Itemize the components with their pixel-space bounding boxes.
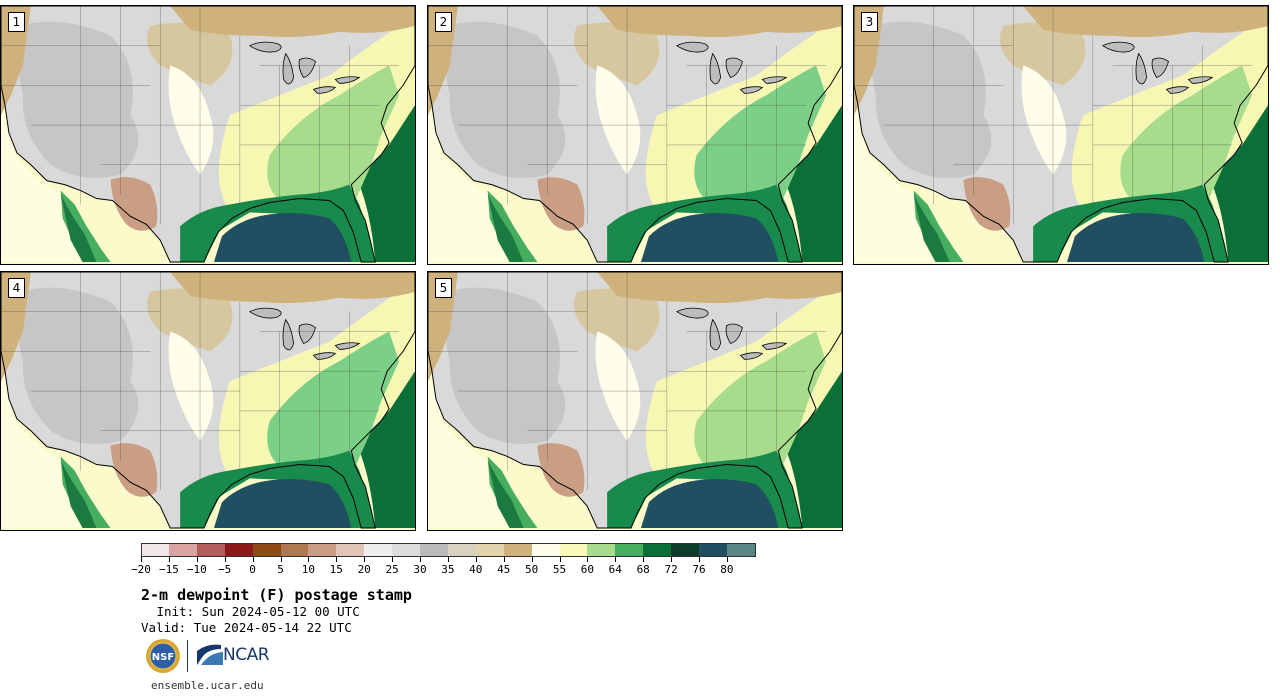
colorbar-tick-label: 35 xyxy=(441,563,455,576)
colorbar-tick xyxy=(364,557,366,562)
colorbar-swatch xyxy=(280,543,309,557)
colorbar-swatch xyxy=(336,543,365,557)
colorbar-tick-label: 76 xyxy=(692,563,706,576)
colorbar-tick-label: 15 xyxy=(329,563,343,576)
colorbar-tick xyxy=(141,557,142,562)
colorbar-tick xyxy=(699,557,700,562)
colorbar-tick xyxy=(196,557,198,562)
colorbar-swatch xyxy=(475,543,505,557)
colorbar-tick-label: 10 xyxy=(301,563,316,576)
member-panel-4: 4 xyxy=(0,271,416,531)
colorbar-tick-label: 45 xyxy=(497,563,511,576)
member-panel-3: 3 xyxy=(853,5,1269,265)
colorbar-tick xyxy=(559,557,561,562)
colorbar-tick xyxy=(224,557,226,562)
logo-divider xyxy=(187,640,188,672)
colorbar-tick xyxy=(643,557,645,562)
colorbar-swatch xyxy=(252,543,281,557)
dewpoint-map-1 xyxy=(1,6,415,264)
colorbar-swatch xyxy=(308,543,337,557)
member-number-label: 3 xyxy=(861,12,878,32)
ncar-logo-icon xyxy=(197,644,223,665)
dewpoint-map-5 xyxy=(428,272,842,530)
colorbar-swatch xyxy=(447,543,477,557)
colorbar-tick-label: 25 xyxy=(385,563,399,576)
colorbar-tick xyxy=(308,557,310,562)
colorbar-tick xyxy=(475,557,477,562)
colorbar-tick-label: −10 xyxy=(186,563,207,576)
colorbar-tick-label: 0 xyxy=(249,563,256,576)
nsf-logo-text: NSF xyxy=(152,652,174,663)
colorbar-tick-label: −20 xyxy=(131,563,151,576)
colorbar-swatch xyxy=(196,543,226,557)
dewpoint-colorbar xyxy=(141,543,756,562)
colorbar-tick xyxy=(420,557,421,562)
colorbar-tick xyxy=(168,557,170,562)
colorbar-swatch xyxy=(364,543,393,557)
colorbar-tick-label: 30 xyxy=(413,563,427,576)
colorbar-tick xyxy=(726,557,728,562)
colorbar-tick-label: 40 xyxy=(469,563,483,576)
colorbar-tick xyxy=(252,557,254,562)
colorbar-swatch xyxy=(531,543,560,557)
colorbar-swatch xyxy=(503,543,533,557)
dewpoint-map-2 xyxy=(428,6,842,264)
colorbar-tick-label: 55 xyxy=(552,563,567,576)
colorbar-tick xyxy=(503,557,505,562)
colorbar-tick-label: 64 xyxy=(608,563,622,576)
colorbar-tick-label: 5 xyxy=(277,563,284,576)
nsf-logo-icon: NSF xyxy=(146,639,180,673)
colorbar-tick xyxy=(280,557,282,562)
colorbar-swatch xyxy=(168,543,198,557)
colorbar-swatch xyxy=(420,543,449,557)
colorbar-swatch xyxy=(392,543,421,557)
colorbar-tick xyxy=(615,557,617,562)
colorbar-tick-label: 60 xyxy=(580,563,595,576)
colorbar-swatch xyxy=(141,543,170,557)
member-number-label: 2 xyxy=(435,12,452,32)
website-link[interactable]: ensemble.ucar.edu xyxy=(151,679,264,692)
dewpoint-map-3 xyxy=(854,6,1268,264)
member-panel-2: 2 xyxy=(427,5,843,265)
colorbar-tick-label: 68 xyxy=(636,563,650,576)
figure-title: 2-m dewpoint (F) postage stamp xyxy=(141,586,412,604)
dewpoint-map-4 xyxy=(1,272,415,530)
colorbar-swatch xyxy=(699,543,728,557)
member-panel-1: 1 xyxy=(0,5,416,265)
member-number-label: 4 xyxy=(8,278,25,298)
colorbar-tick xyxy=(531,557,533,562)
colorbar-tick xyxy=(447,557,449,562)
colorbar-swatch xyxy=(615,543,644,557)
colorbar-tick xyxy=(587,557,589,562)
colorbar-swatch xyxy=(224,543,254,557)
colorbar-tick xyxy=(336,557,338,562)
colorbar-tick-label: −15 xyxy=(158,563,179,576)
colorbar-swatch xyxy=(587,543,616,557)
colorbar-swatch xyxy=(671,543,700,557)
colorbar-tick xyxy=(392,557,394,562)
member-panel-5: 5 xyxy=(427,271,843,531)
colorbar-swatch xyxy=(726,543,756,557)
member-number-label: 5 xyxy=(435,278,452,298)
colorbar-tick-label: 72 xyxy=(664,563,678,576)
valid-time: Valid: Tue 2024-05-14 22 UTC xyxy=(141,620,352,635)
member-number-label: 1 xyxy=(8,12,25,32)
colorbar-tick-label: −5 xyxy=(218,563,232,576)
colorbar-swatch xyxy=(643,543,672,557)
colorbar-tick-label: 50 xyxy=(524,563,539,576)
ncar-logo-text: NCAR xyxy=(223,645,270,665)
colorbar-swatch xyxy=(559,543,588,557)
colorbar-tick xyxy=(671,557,673,562)
colorbar-tick-label: 20 xyxy=(357,563,371,576)
init-time: Init: Sun 2024-05-12 00 UTC xyxy=(149,604,360,619)
colorbar-tick-label: 80 xyxy=(720,563,734,576)
